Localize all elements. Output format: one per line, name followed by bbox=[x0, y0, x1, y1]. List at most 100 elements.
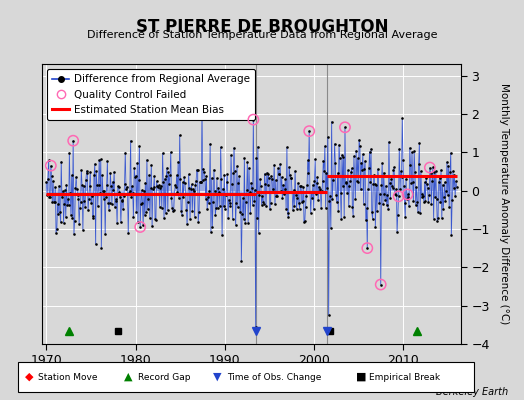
Point bbox=[128, 190, 137, 196]
Point bbox=[105, 200, 114, 206]
Point bbox=[113, 220, 122, 226]
Point bbox=[162, 173, 170, 179]
Point bbox=[381, 197, 389, 203]
Point bbox=[110, 169, 118, 175]
Point bbox=[386, 179, 394, 186]
Point bbox=[71, 217, 79, 224]
Point bbox=[129, 214, 138, 220]
Point bbox=[56, 208, 64, 215]
Point bbox=[399, 156, 407, 163]
Point bbox=[99, 188, 107, 194]
Point bbox=[163, 207, 172, 213]
Point bbox=[237, 258, 246, 264]
Point bbox=[403, 191, 412, 198]
Point bbox=[275, 171, 283, 177]
Point bbox=[194, 218, 202, 225]
Point bbox=[106, 170, 115, 176]
Point bbox=[47, 162, 55, 169]
Point bbox=[159, 179, 168, 186]
Point bbox=[91, 241, 100, 248]
Point bbox=[344, 203, 353, 209]
Text: Difference of Station Temperature Data from Regional Average: Difference of Station Temperature Data f… bbox=[87, 30, 437, 40]
Point bbox=[146, 184, 155, 191]
Point bbox=[439, 206, 447, 212]
Point bbox=[103, 182, 111, 188]
Point bbox=[253, 214, 261, 221]
Point bbox=[210, 166, 218, 173]
Point bbox=[419, 192, 428, 199]
Point bbox=[246, 210, 255, 216]
Point bbox=[270, 161, 278, 168]
Point bbox=[324, 134, 332, 140]
Point bbox=[241, 155, 249, 161]
Point bbox=[158, 150, 167, 156]
Point bbox=[362, 217, 370, 224]
Point bbox=[363, 205, 371, 212]
Point bbox=[121, 150, 129, 156]
Point bbox=[332, 192, 340, 199]
Point bbox=[119, 193, 128, 199]
Point bbox=[61, 187, 69, 193]
Point bbox=[314, 197, 322, 203]
Point bbox=[46, 194, 54, 201]
Point bbox=[97, 244, 106, 251]
Point bbox=[312, 180, 321, 186]
Point bbox=[43, 192, 51, 199]
Point bbox=[433, 218, 442, 224]
Point bbox=[173, 189, 182, 196]
Point bbox=[252, 324, 260, 330]
Point bbox=[366, 178, 375, 185]
Point bbox=[232, 200, 241, 206]
Point bbox=[339, 154, 347, 160]
Point bbox=[310, 177, 319, 184]
Point bbox=[137, 201, 145, 208]
Point bbox=[90, 172, 98, 178]
Point bbox=[383, 202, 391, 208]
Point bbox=[339, 182, 347, 189]
Point bbox=[140, 188, 148, 194]
Point bbox=[351, 173, 359, 180]
Point bbox=[199, 177, 207, 184]
Point bbox=[312, 191, 320, 197]
Point bbox=[379, 170, 388, 176]
Point bbox=[69, 138, 78, 144]
Point bbox=[132, 208, 140, 215]
Point bbox=[212, 204, 221, 211]
Point bbox=[428, 178, 436, 184]
Point bbox=[244, 220, 253, 226]
Text: Empirical Break: Empirical Break bbox=[369, 372, 441, 382]
Point bbox=[263, 169, 271, 176]
Point bbox=[225, 196, 233, 203]
Point bbox=[108, 178, 117, 185]
Point bbox=[75, 204, 84, 211]
Point bbox=[400, 183, 408, 189]
Point bbox=[341, 124, 349, 130]
Point bbox=[126, 137, 135, 144]
Point bbox=[172, 172, 181, 178]
Point bbox=[364, 186, 372, 192]
Point bbox=[60, 201, 69, 207]
Point bbox=[344, 167, 352, 173]
Point bbox=[64, 196, 72, 202]
Point bbox=[190, 188, 198, 194]
Point bbox=[169, 208, 177, 214]
Point bbox=[395, 145, 403, 152]
Point bbox=[85, 196, 93, 202]
Point bbox=[73, 192, 82, 198]
Text: Time of Obs. Change: Time of Obs. Change bbox=[227, 372, 321, 382]
Point bbox=[118, 196, 126, 203]
Point bbox=[229, 170, 237, 176]
Point bbox=[150, 173, 159, 179]
Point bbox=[322, 170, 331, 176]
Point bbox=[409, 178, 417, 185]
Point bbox=[346, 178, 354, 184]
Point bbox=[165, 180, 173, 187]
Point bbox=[435, 175, 444, 181]
Point bbox=[368, 216, 377, 222]
Point bbox=[82, 168, 91, 174]
Point bbox=[350, 153, 358, 160]
Point bbox=[183, 221, 191, 228]
Point bbox=[103, 158, 112, 164]
Point bbox=[441, 179, 449, 186]
Point bbox=[424, 199, 432, 206]
